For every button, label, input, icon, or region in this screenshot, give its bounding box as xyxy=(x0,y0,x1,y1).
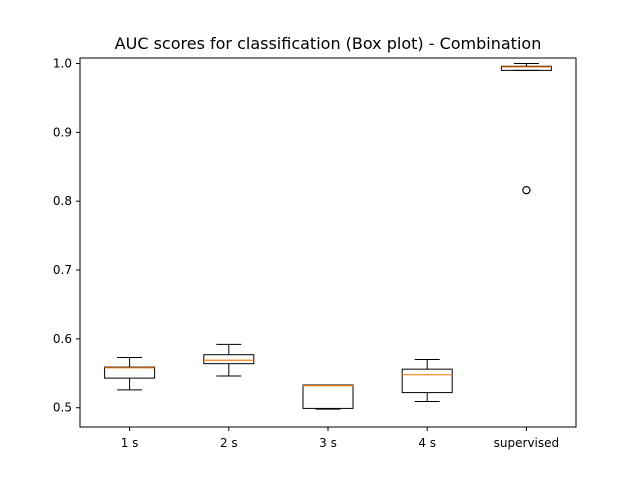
x-tick-label: 4 s xyxy=(418,436,436,450)
y-tick-label: 1.0 xyxy=(53,57,72,71)
box-iqr xyxy=(401,368,453,394)
x-tick-label: 3 s xyxy=(319,436,337,450)
box-iqr xyxy=(104,366,156,379)
box-iqr xyxy=(302,384,354,409)
outlier-point xyxy=(522,185,531,195)
y-tick-label: 0.7 xyxy=(53,263,72,277)
x-tick-label: 1 s xyxy=(121,436,139,450)
chart-title: AUC scores for classification (Box plot)… xyxy=(115,34,542,53)
y-tick-label: 0.5 xyxy=(53,401,72,415)
axes-frame xyxy=(79,57,577,428)
x-tick-label: supervised xyxy=(494,436,559,450)
y-tick-label: 0.9 xyxy=(53,125,72,139)
plot-area: 0.5 0.6 0.7 0.8 0.9 1.0 1 s 2 s 3 s 4 s supervised xyxy=(53,57,559,450)
y-tick-label: 0.6 xyxy=(53,332,72,346)
y-tick-label: 0.8 xyxy=(53,194,72,208)
box-iqr xyxy=(500,65,552,71)
box-iqr xyxy=(203,354,255,365)
x-tick-label: 2 s xyxy=(220,436,238,450)
